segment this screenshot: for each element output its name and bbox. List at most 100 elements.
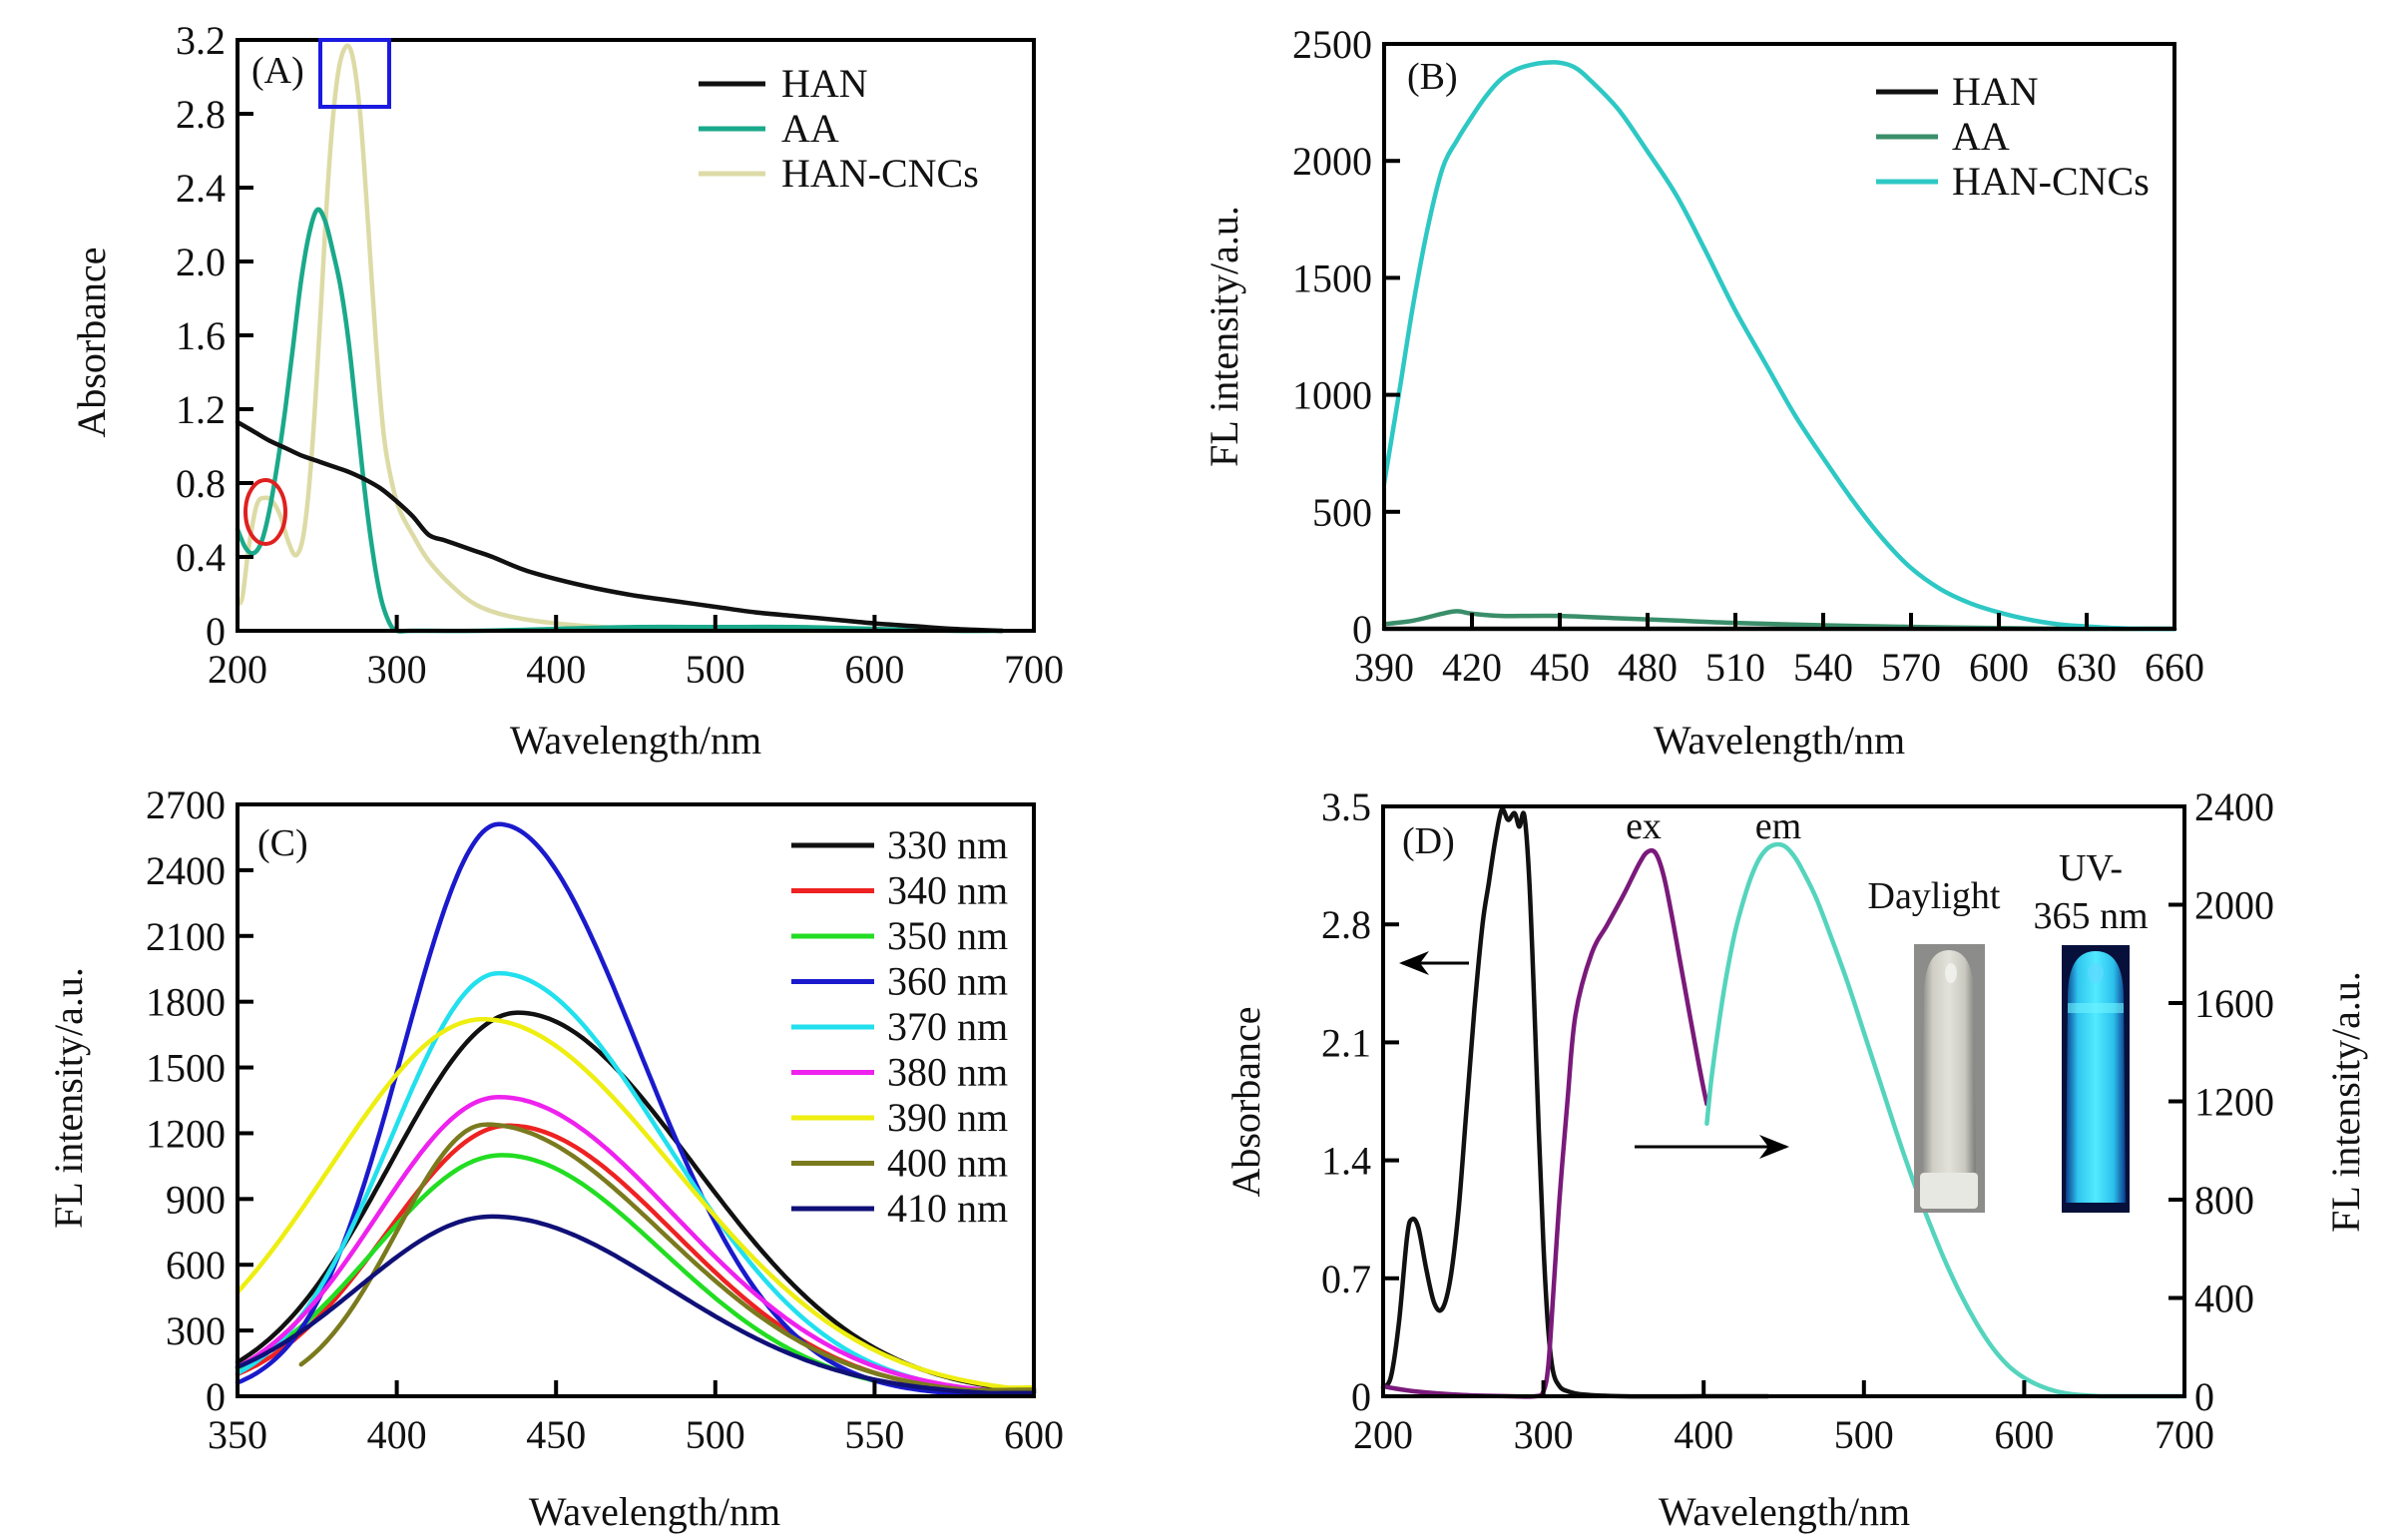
panel-a-curves [235, 43, 1005, 634]
panel-a: 200 300 400 500 600 700 0 0.4 0.8 1.2 1.6 2.0 2.4 2.8… [69, 18, 1064, 763]
x-tick-label: 500 [686, 1412, 745, 1457]
panel-c: 350 400 450 500 550 600 0 300 600 900 1200 1500 1800… [46, 782, 1064, 1534]
panel-b-xlabel: Wavelength/nm [1654, 718, 1905, 763]
x-tick-label: 450 [1530, 645, 1590, 690]
panel-d-xlabel: Wavelength/nm [1659, 1489, 1910, 1534]
x-tick-label: 570 [1881, 645, 1941, 690]
x-tick-label: 660 [2145, 645, 2204, 690]
panel-c-label: (C) [257, 822, 308, 864]
y-tick-label: 0.8 [176, 461, 226, 506]
x-tick-label: 450 [526, 1412, 586, 1457]
panel-a-frame [236, 38, 1036, 633]
y-tick-label: 1000 [1292, 373, 1372, 418]
x-tick-label: 500 [686, 647, 745, 692]
panel-d-ylabel-right: FL intensity/a.u. [2323, 971, 2368, 1233]
legend-entry: 360 nm [887, 959, 1008, 1004]
y-tick-label: 0 [206, 1374, 226, 1419]
series-aa-line [235, 207, 1005, 634]
em-label: em [1755, 805, 1801, 847]
y-tick-label: 0 [1351, 1374, 1371, 1419]
shoulder-highlight-ellipse [243, 478, 287, 546]
y-tick-label: 2000 [1292, 139, 1372, 184]
panel-d: 200 300 400 500 600 70000.71.42.12.83.5040080… [1223, 784, 2368, 1534]
x-tick-label: 600 [1994, 1412, 2054, 1457]
x-tick-label: 400 [367, 1412, 427, 1457]
panel-a-ylabel: Absorbance [69, 247, 114, 437]
x-tick-label: 700 [2155, 1412, 2214, 1457]
x-tick-label: 700 [1004, 647, 1064, 692]
legend-entry: 350 nm [887, 913, 1008, 958]
y-tick-label: 900 [166, 1177, 226, 1222]
panel-c-ticks: 350 400 450 500 550 600 0 300 600 900 1200 1500 1800… [146, 782, 1064, 1457]
y-tick-label: 3.5 [1321, 784, 1371, 829]
x-tick-label: 600 [844, 647, 904, 692]
legend-entry: HAN-CNCs [1952, 159, 2150, 204]
panel-c-curves [235, 821, 1037, 1396]
y-tick-label: 2100 [146, 914, 226, 959]
panel-b: 390 420 450 480 510 540 570 600 630 660 0 500 1000 15… [1202, 22, 2204, 763]
y2-tick-label: 1200 [2194, 1080, 2274, 1125]
y2-tick-label: 400 [2194, 1277, 2254, 1321]
y-tick-label: 2500 [1292, 22, 1372, 67]
y2-tick-label: 800 [2194, 1178, 2254, 1223]
series-aa-line [1381, 609, 2177, 632]
y-tick-label: 0.4 [176, 535, 226, 580]
y-tick-label: 600 [166, 1243, 226, 1287]
y2-tick-label: 1600 [2194, 981, 2274, 1026]
legend-entry: 400 nm [887, 1141, 1008, 1186]
y-tick-label: 2.8 [1321, 902, 1371, 947]
peak-highlight-box [318, 38, 391, 109]
y-tick-label: 0.7 [1321, 1257, 1371, 1301]
legend-entry: 330 nm [887, 822, 1008, 867]
x-tick-label: 200 [1353, 1412, 1413, 1457]
series-absorbance-line [1380, 806, 1770, 1399]
x-tick-label: 400 [1674, 1412, 1733, 1457]
y-tick-label: 2.4 [176, 166, 226, 211]
legend-entry: HAN-CNCs [781, 151, 979, 196]
y-tick-label: 0 [206, 609, 226, 654]
series-410-nm-line [235, 1214, 1037, 1396]
y2-tick-label: 2400 [2194, 784, 2274, 829]
series-400-nm-line [298, 1122, 1037, 1393]
panel-d-ticks: 200 300 400 500 600 70000.71.42.12.83.5040080… [1321, 784, 2274, 1457]
y-tick-label: 2.8 [176, 92, 226, 137]
legend-entry: 380 nm [887, 1050, 1008, 1095]
y-tick-label: 3.2 [176, 18, 226, 63]
y-tick-label: 500 [1312, 490, 1372, 535]
legend-entry: AA [1952, 114, 2010, 159]
x-tick-label: 400 [526, 647, 586, 692]
y-tick-label: 1.2 [176, 387, 226, 432]
panel-a-xlabel: Wavelength/nm [510, 718, 761, 763]
y-tick-label: 1800 [146, 980, 226, 1025]
series-380-nm-line [235, 1094, 1037, 1393]
x-tick-label: 420 [1442, 645, 1502, 690]
legend-entry: HAN [1952, 69, 2039, 114]
panel-a-ticks: 200 300 400 500 600 700 0 0.4 0.8 1.2 1.6 2.0 2.4 2.8… [176, 18, 1064, 692]
uv-label-line2: 365 nm [2033, 895, 2148, 937]
panel-b-ylabel: FL intensity/a.u. [1202, 206, 1246, 467]
panel-b-curves [1381, 60, 2177, 632]
legend-entry: AA [781, 106, 839, 151]
series-360-nm-line [235, 821, 1037, 1395]
panel-c-ylabel: FL intensity/a.u. [46, 967, 91, 1229]
legend-entry: 340 nm [887, 868, 1008, 913]
legend-entry: 370 nm [887, 1004, 1008, 1049]
y-tick-label: 0 [1352, 607, 1372, 652]
y-tick-label: 2400 [146, 848, 226, 893]
y-tick-label: 1.4 [1321, 1139, 1371, 1184]
series-han-line [235, 419, 1005, 634]
uv-label-line1: UV- [2059, 847, 2123, 889]
x-tick-label: 500 [1834, 1412, 1894, 1457]
y-tick-label: 1.6 [176, 313, 226, 358]
ex-label: ex [1626, 805, 1662, 847]
x-tick-label: 200 [208, 647, 267, 692]
series-han-cncs-line [235, 43, 1005, 634]
x-tick-label: 390 [1354, 645, 1414, 690]
x-tick-label: 480 [1618, 645, 1678, 690]
series-390-nm-line [235, 1016, 1037, 1390]
y-tick-label: 1500 [1292, 256, 1372, 300]
legend-entry: HAN [781, 61, 868, 106]
series-han-cncs-line [1381, 60, 2177, 632]
